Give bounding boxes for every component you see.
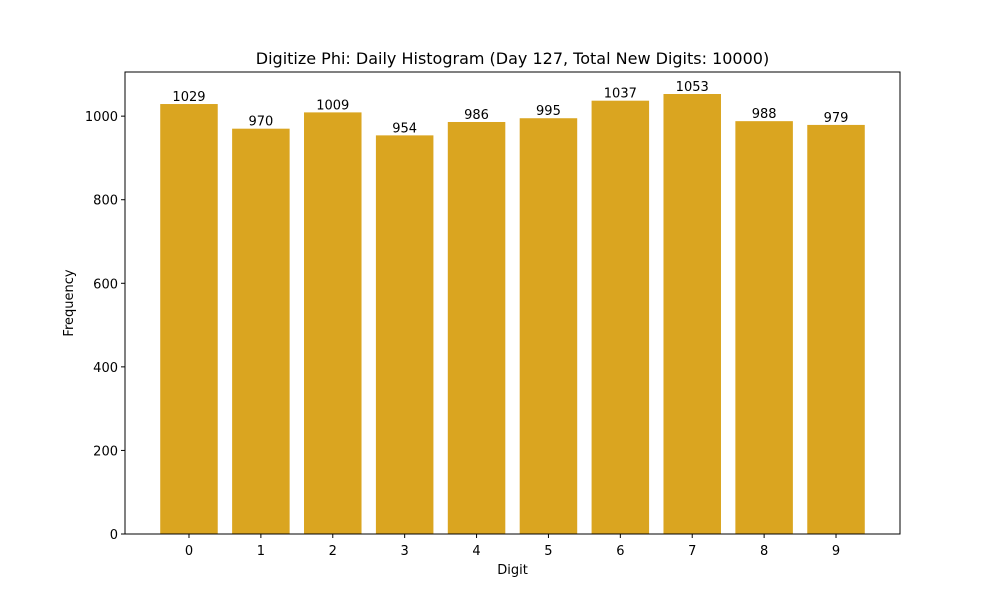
y-tick-label: 200 xyxy=(93,444,118,459)
bar-digit-6 xyxy=(591,100,650,534)
bar-digit-5 xyxy=(519,118,578,534)
x-tick-label: 3 xyxy=(401,544,409,559)
x-tick-label: 2 xyxy=(329,544,337,559)
x-tick-label: 1 xyxy=(257,544,265,559)
bar-digit-8 xyxy=(735,121,793,534)
y-tick-label: 600 xyxy=(93,277,118,292)
x-tick-label: 4 xyxy=(472,544,480,559)
x-tick-label: 9 xyxy=(832,544,840,559)
data-label: 954 xyxy=(392,121,417,136)
data-label: 986 xyxy=(464,108,489,123)
y-axis-label: Frequency xyxy=(62,269,77,336)
x-tick-label: 5 xyxy=(544,544,552,559)
x-tick-label: 0 xyxy=(185,544,193,559)
data-label: 995 xyxy=(536,104,561,119)
plot-frame xyxy=(124,71,901,535)
bar-digit-0 xyxy=(160,104,218,534)
bar-digit-3 xyxy=(375,135,434,534)
x-tick-label: 6 xyxy=(616,544,624,559)
bar-digit-7 xyxy=(663,94,721,534)
chart-title: Digitize Phi: Daily Histogram (Day 127, … xyxy=(256,49,769,68)
x-axis-label: Digit xyxy=(497,563,528,578)
data-label: 1053 xyxy=(676,80,709,95)
y-tick-label: 0 xyxy=(110,528,118,543)
y-tick-label: 1000 xyxy=(85,110,118,125)
bar-digit-9 xyxy=(807,124,865,535)
data-label: 988 xyxy=(752,107,777,122)
y-tick-label: 400 xyxy=(93,361,118,376)
bar-digit-2 xyxy=(304,112,362,535)
bar-digit-1 xyxy=(232,128,290,534)
data-label: 979 xyxy=(824,111,849,126)
x-tick-label: 7 xyxy=(688,544,696,559)
x-tick-label: 8 xyxy=(760,544,768,559)
data-label: 970 xyxy=(248,115,273,130)
data-label: 1009 xyxy=(316,98,349,113)
y-tick-label: 800 xyxy=(93,194,118,209)
data-label: 1029 xyxy=(172,90,205,105)
data-label: 1037 xyxy=(604,87,637,102)
bar-digit-4 xyxy=(447,121,506,534)
